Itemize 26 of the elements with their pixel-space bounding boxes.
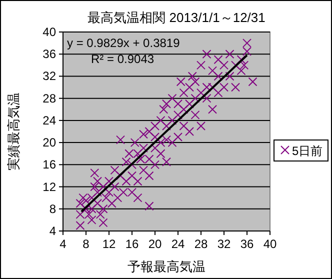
y-tick-label: 4 — [49, 224, 56, 238]
x-tick-label: 40 — [263, 237, 277, 251]
x-tick-label: 36 — [240, 237, 254, 251]
x-tick-label: 12 — [102, 237, 116, 251]
chart-title: 最高気温相関 2013/1/1～12/31 — [88, 10, 266, 25]
y-axis-title: 実績最高気温 — [6, 92, 21, 170]
y-tick-label: 12 — [42, 180, 56, 194]
x-tick-label: 32 — [217, 237, 231, 251]
y-tick-label: 24 — [42, 113, 56, 128]
legend-label: 5日前 — [292, 144, 323, 158]
annotation: R² = 0.9043 — [91, 52, 154, 66]
x-axis-title: 予報最高気温 — [128, 259, 206, 274]
annotation: y = 0.9829x + 0.3819 — [67, 36, 180, 50]
x-tick-label: 16 — [125, 237, 139, 251]
x-tick-label: 8 — [82, 237, 90, 251]
x-tick-label: 20 — [148, 237, 162, 251]
x-tick-label: 4 — [60, 237, 67, 251]
x-tick-label: 24 — [171, 237, 185, 251]
x-tick-label: 28 — [194, 237, 208, 251]
y-tick-label: 40 — [42, 25, 56, 39]
y-tick-label: 16 — [42, 158, 56, 172]
y-tick-label: 20 — [42, 136, 56, 150]
y-tick-label: 36 — [42, 47, 56, 62]
y-tick-label: 28 — [42, 91, 56, 106]
y-tick-label: 8 — [49, 202, 56, 216]
y-tick-label: 32 — [42, 69, 56, 84]
